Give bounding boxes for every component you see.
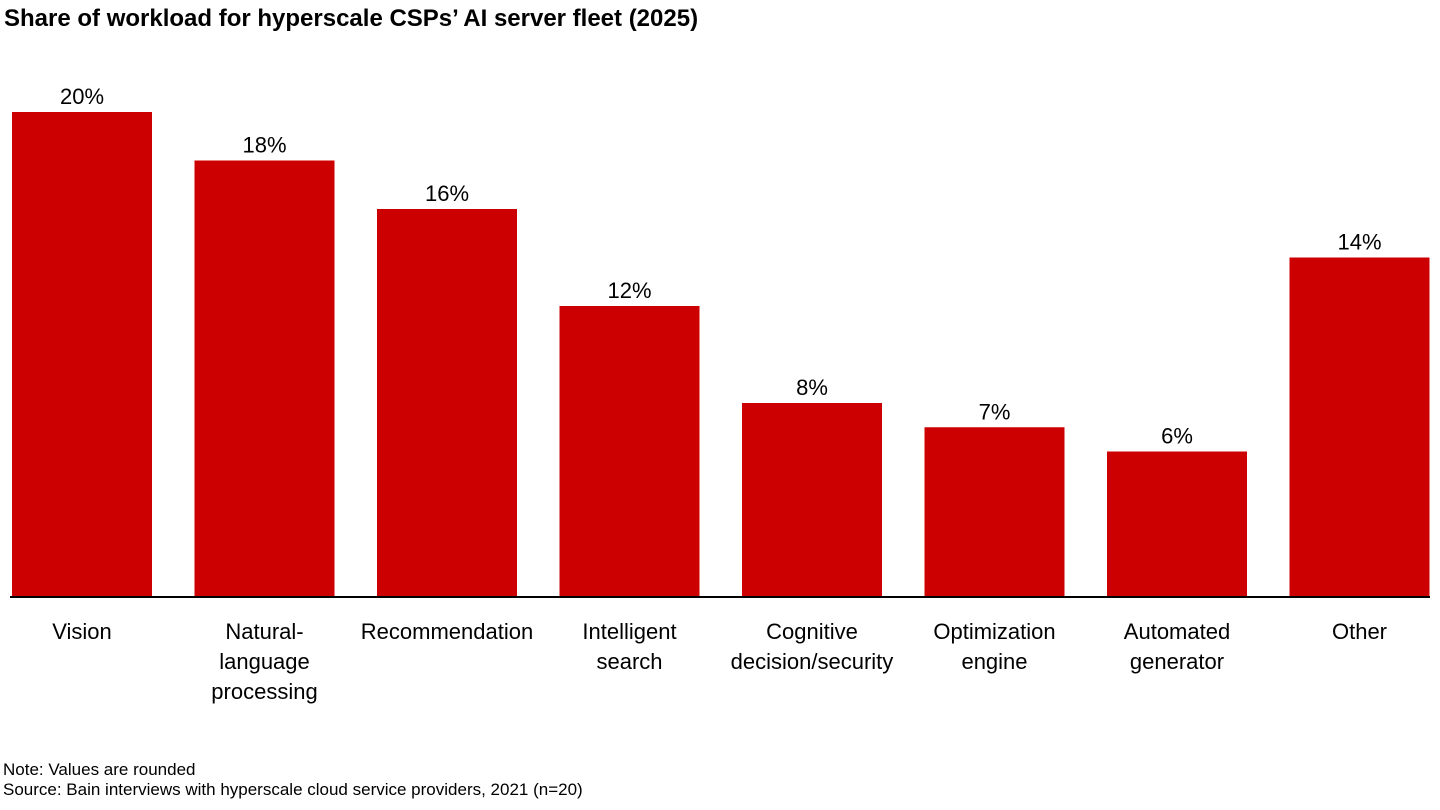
bar-1 xyxy=(12,112,152,597)
category-label-line: decision/security xyxy=(731,649,894,674)
bar-6 xyxy=(924,427,1065,597)
category-label-line: Cognitive xyxy=(766,619,858,644)
category-label-line: Vision xyxy=(52,619,112,644)
category-labels-layer: Vision Natural-language processing Recommen… xyxy=(52,619,1387,704)
bar-5 xyxy=(742,403,882,597)
category-label-line: processing xyxy=(211,679,317,704)
bar-7 xyxy=(1107,451,1247,597)
note-text: Note: Values are rounded xyxy=(3,760,196,779)
bar-value-label: 7% xyxy=(979,399,1011,424)
category-label: Natural-language processing xyxy=(211,619,317,704)
bar-8 xyxy=(1289,257,1430,597)
value-labels-layer: 20% 18% 16% 12% 8% 7% 6% 14% xyxy=(60,84,1382,449)
category-label: Recommendation xyxy=(361,619,533,644)
bar-value-label: 16% xyxy=(425,181,469,206)
source-text: Source: Bain interviews with hyperscale … xyxy=(3,780,583,799)
category-label-line: Intelligent xyxy=(582,619,676,644)
bar-value-label: 6% xyxy=(1161,424,1193,449)
category-label-line: search xyxy=(596,649,662,674)
category-label-line: Natural- xyxy=(225,619,303,644)
category-label: Automated generator xyxy=(1124,619,1230,674)
bar-value-label: 8% xyxy=(796,375,828,400)
bars-layer xyxy=(12,112,1430,597)
category-label-line: language xyxy=(219,649,310,674)
category-label-line: Recommendation xyxy=(361,619,533,644)
bar-chart: 20% 18% 16% 12% 8% 7% 6% 14% Vision Natural-lang… xyxy=(10,84,1430,704)
category-label-line: engine xyxy=(961,649,1027,674)
chart-title: Share of workload for hyperscale CSPs’ A… xyxy=(4,5,699,32)
bar-value-label: 20% xyxy=(60,84,104,109)
bar-4 xyxy=(559,306,700,597)
category-label-line: generator xyxy=(1130,649,1224,674)
bar-value-label: 12% xyxy=(607,278,651,303)
bar-2 xyxy=(194,160,335,597)
category-label: Intelligent search xyxy=(582,619,676,674)
bar-value-label: 14% xyxy=(1337,230,1381,255)
category-label-line: Optimization xyxy=(933,619,1055,644)
category-label: Other xyxy=(1332,619,1387,644)
bar-3 xyxy=(377,209,517,597)
category-label: Cognitive decision/security xyxy=(731,619,894,674)
bar-value-label: 18% xyxy=(242,133,286,158)
category-label-line: Other xyxy=(1332,619,1387,644)
category-label: Optimization engine xyxy=(933,619,1055,674)
category-label-line: Automated xyxy=(1124,619,1230,644)
footnotes: Note: Values are rounded Source: Bain in… xyxy=(3,760,583,800)
category-label: Vision xyxy=(52,619,112,644)
